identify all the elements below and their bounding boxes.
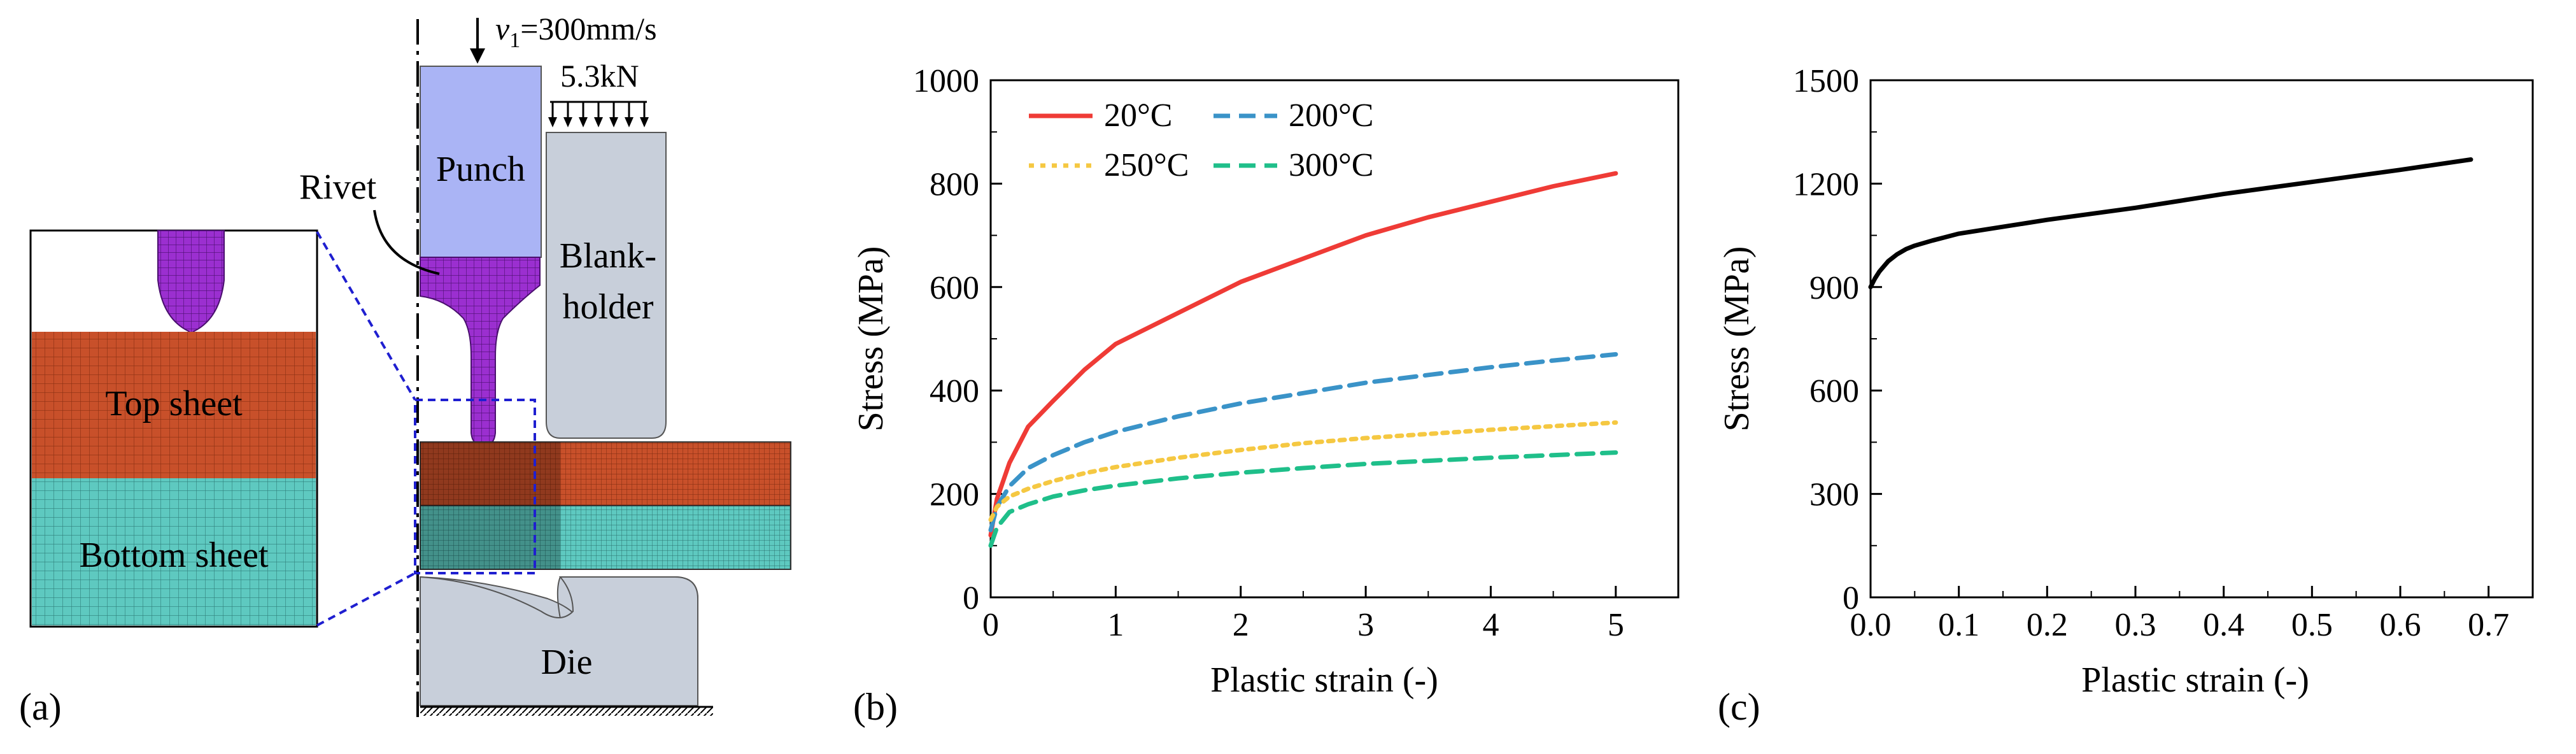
x-tick-label: 1 — [1107, 607, 1124, 643]
series-line-2 — [988, 420, 1618, 522]
zoom-connector-top — [316, 231, 416, 401]
y-tick-label: 1200 — [1793, 166, 1859, 203]
zoom-bottom-sheet — [32, 478, 316, 625]
die-profile — [420, 576, 698, 706]
chart-b-legend: 20°C 200°C 250°C 300°C — [1029, 97, 1373, 183]
chart-c-frame — [1869, 79, 2534, 599]
bottom-sheet — [420, 505, 791, 570]
zoom-connector-bottom — [316, 572, 416, 627]
panel-a-schematic: Top sheet Bottom sheet Punch Rivet Blank… — [19, 11, 791, 728]
y-tick-label: 0 — [963, 580, 979, 616]
chart-c-xlabel: Plastic strain (-) — [2081, 660, 2309, 700]
x-tick-label: 0.1 — [1938, 607, 1979, 643]
force-arrow-head — [640, 117, 649, 127]
blankholder — [546, 132, 667, 439]
x-tick-label: 4 — [1482, 607, 1499, 643]
y-tick-label: 900 — [1809, 270, 1859, 306]
force-arrows — [548, 101, 649, 127]
rivet-label: Rivet — [299, 167, 377, 207]
force-arrow-head — [625, 117, 633, 127]
y-tick-label: 600 — [1809, 373, 1859, 409]
punch — [420, 66, 542, 258]
legend-label-2: 250°C — [1104, 147, 1189, 183]
ground-hatch — [420, 707, 713, 716]
mesh-dense-region — [420, 442, 560, 569]
zoom-top-sheet-label: Top sheet — [105, 384, 243, 423]
chart-b-ticks: 0 1 2 3 4 5 0 200 400 600 800 1000 — [913, 63, 1624, 643]
punch-label: Punch — [436, 150, 525, 189]
y-tick-label: 0 — [1843, 580, 1859, 616]
x-tick-label: 3 — [1357, 607, 1374, 643]
rivet-leader — [373, 210, 440, 275]
y-tick-label: 600 — [930, 270, 979, 306]
x-tick-label: 0.3 — [2115, 607, 2156, 643]
velocity-arrow-head — [470, 48, 485, 64]
chart-b-ylabel: Stress (MPa) — [851, 246, 891, 432]
x-tick-label: 0.4 — [2203, 607, 2244, 643]
series-line-3 — [988, 450, 1618, 548]
x-tick-label: 0.2 — [2027, 607, 2068, 643]
velocity-label: v1=300mm/s — [495, 11, 657, 52]
blankholder-label-2: holder — [562, 287, 653, 327]
legend-label-1: 200°C — [1289, 97, 1373, 134]
zoom-region-box — [414, 399, 536, 574]
zoom-inset: Top sheet Bottom sheet — [29, 229, 318, 628]
y-tick-label: 1500 — [1793, 63, 1859, 99]
force-arrow-head — [594, 117, 603, 127]
x-tick-label: 0.7 — [2468, 607, 2509, 643]
chart-b: 0 1 2 3 4 5 0 200 400 600 800 1000 20°C 200°C 250°C 30… — [851, 63, 1680, 728]
legend-label-0: 20°C — [1104, 97, 1172, 134]
chart-c-ylabel: Stress (MPa) — [1717, 246, 1757, 432]
force-arrow-head — [548, 117, 557, 127]
rivet — [420, 257, 541, 447]
blankholder-label-1: Blank- — [560, 236, 656, 276]
x-tick-label: 0.0 — [1850, 607, 1892, 643]
y-tick-label: 300 — [1809, 477, 1859, 513]
force-arrow-head — [609, 117, 618, 127]
panel-c-tag: (c) — [1718, 686, 1760, 728]
x-tick-label: 0.6 — [2380, 607, 2421, 643]
legend-label-3: 300°C — [1289, 147, 1373, 183]
zoom-bottom-sheet-label: Bottom sheet — [79, 536, 269, 575]
chart-b-xlabel: Plastic strain (-) — [1210, 660, 1438, 700]
force-arrow-head — [563, 117, 572, 127]
y-tick-label: 400 — [930, 373, 979, 409]
chart-c: 0.0 0.1 0.2 0.3 0.4 0.5 0.6 0.7 0 300 600 900 1200 15… — [1717, 63, 2534, 728]
x-tick-label: 5 — [1608, 607, 1624, 643]
series-line-0 — [988, 171, 1618, 538]
zoom-top-sheet — [32, 332, 316, 478]
series-line-0 — [1868, 157, 2473, 290]
panel-b-tag: (b) — [853, 686, 898, 728]
y-tick-label: 800 — [930, 166, 979, 203]
top-sheet — [420, 441, 791, 506]
x-tick-label: 0 — [982, 607, 999, 643]
x-tick-label: 2 — [1233, 607, 1249, 643]
series-line-1 — [988, 352, 1618, 532]
x-tick-label: 0.5 — [2291, 607, 2333, 643]
y-tick-label: 200 — [930, 477, 979, 513]
die-label: Die — [541, 643, 593, 682]
force-arrow-head — [579, 117, 588, 127]
panel-a-tag: (a) — [19, 686, 62, 728]
force-label: 5.3kN — [560, 58, 639, 94]
chart-c-ticks: 0.0 0.1 0.2 0.3 0.4 0.5 0.6 0.7 0 300 600 900 1200 15… — [1793, 63, 2509, 643]
chart-b-series — [988, 171, 1618, 548]
y-tick-label: 1000 — [913, 63, 979, 99]
chart-c-series — [1868, 157, 2473, 290]
